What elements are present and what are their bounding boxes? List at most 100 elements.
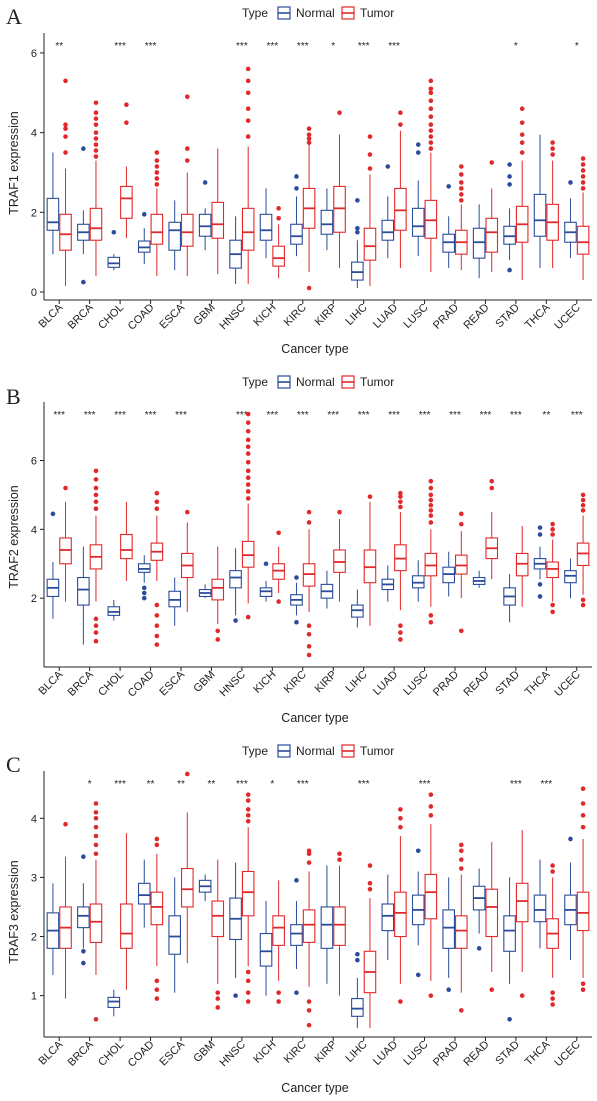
outlier-point: [185, 146, 190, 151]
x-tick-label: KIRC: [282, 669, 309, 696]
outlier-point: [93, 116, 99, 121]
significance-label: *: [575, 41, 579, 52]
box-normal: [137, 555, 151, 601]
x-tick-label: LUAD: [371, 1039, 400, 1068]
box-body: [211, 578, 225, 601]
significance-label: ***: [236, 41, 248, 52]
box-normal: [46, 511, 60, 619]
x-tick-label: READ: [461, 669, 491, 699]
significance-label: ***: [419, 410, 431, 421]
box-tumor: [241, 66, 255, 285]
box-body: [424, 199, 438, 239]
legend-key-normal: [277, 375, 291, 389]
box-normal: [46, 152, 60, 255]
outlier-point: [215, 628, 221, 634]
outlier-point: [385, 164, 391, 169]
box-body: [515, 882, 529, 923]
outlier-point: [245, 813, 251, 818]
outlier-point: [306, 132, 312, 137]
significance-label: *: [88, 779, 92, 790]
box-tumor: [454, 842, 468, 1013]
box-body: [503, 915, 516, 952]
outlier-point: [428, 502, 434, 508]
significance-label: **: [147, 779, 155, 790]
x-tick-label: THCA: [523, 668, 553, 698]
outlier-point: [276, 530, 281, 536]
x-tick-label: THCA: [523, 1038, 553, 1068]
outlier-point: [580, 801, 586, 806]
significance-label: *: [331, 41, 335, 52]
outlier-point: [245, 798, 251, 803]
outlier-point: [367, 152, 373, 157]
x-tick-label: GBM: [191, 302, 217, 328]
box-body: [381, 903, 395, 932]
outlier-point: [93, 110, 99, 116]
outlier-point: [428, 122, 434, 127]
box-normal: [472, 570, 486, 588]
outlier-point: [355, 957, 360, 963]
outlier-point: [550, 609, 555, 615]
box-tumor: [89, 100, 103, 277]
outlier-point: [294, 990, 299, 995]
significance-label: ***: [236, 410, 248, 421]
outlier-point: [93, 842, 99, 848]
outlier-point: [141, 590, 147, 596]
box-tumor: [333, 509, 346, 602]
outlier-point: [124, 120, 129, 125]
outlier-point: [367, 134, 373, 139]
box-tumor: [333, 110, 346, 269]
x-tick-label: PRAD: [431, 302, 461, 332]
y-tick-label: 2: [31, 932, 37, 944]
legend-key-tumor: [341, 6, 355, 20]
box-tumor: [576, 492, 590, 608]
outlier-point: [580, 492, 586, 498]
box-normal: [168, 877, 181, 993]
outlier-point: [489, 160, 495, 165]
box-tumor: [363, 863, 377, 1029]
outlier-point: [154, 836, 160, 842]
outlier-point: [276, 990, 281, 995]
legend-label-normal: Normal: [296, 744, 335, 758]
box-normal: [77, 546, 90, 645]
y-tick-label: 4: [31, 524, 37, 536]
box-body: [229, 570, 242, 589]
outlier-point: [93, 100, 99, 106]
outlier-point: [233, 993, 238, 998]
x-tick-label: PRAD: [431, 669, 461, 699]
x-axis-label: Cancer type: [281, 1081, 348, 1095]
outlier-point: [367, 166, 373, 171]
outlier-point: [63, 134, 68, 139]
outlier-point: [111, 229, 117, 235]
box-tumor: [302, 126, 316, 291]
box-tumor: [363, 494, 377, 626]
x-tick-label: BLCA: [37, 1038, 66, 1067]
y-tick-label: 4: [31, 813, 37, 825]
box-body: [533, 894, 547, 923]
outlier-point: [245, 818, 251, 824]
outlier-point: [154, 623, 160, 629]
significance-label: *: [514, 41, 518, 52]
box-normal: [381, 164, 395, 259]
outlier-point: [306, 126, 312, 131]
outlier-point: [550, 869, 555, 874]
box-normal: [411, 142, 425, 257]
box-normal: [137, 859, 151, 928]
box-body: [272, 245, 285, 267]
outlier-point: [459, 172, 464, 177]
legend-a: Type Normal Tumor: [242, 6, 394, 20]
outlier-point: [93, 815, 99, 821]
box-tumor: [485, 160, 499, 273]
outlier-point: [519, 132, 525, 137]
legend-title: Type: [242, 6, 268, 20]
significance-label: ***: [419, 779, 431, 790]
outlier-point: [245, 496, 251, 501]
x-tick-label: BLCA: [37, 668, 66, 697]
panel-label-a: A: [6, 4, 22, 29]
x-tick-label: HNSC: [217, 1039, 248, 1070]
outlier-point: [93, 851, 99, 857]
box-normal: [503, 162, 516, 273]
outlier-point: [550, 146, 555, 151]
outlier-point: [428, 613, 434, 618]
outlier-point: [93, 616, 99, 622]
outlier-point: [245, 411, 251, 417]
